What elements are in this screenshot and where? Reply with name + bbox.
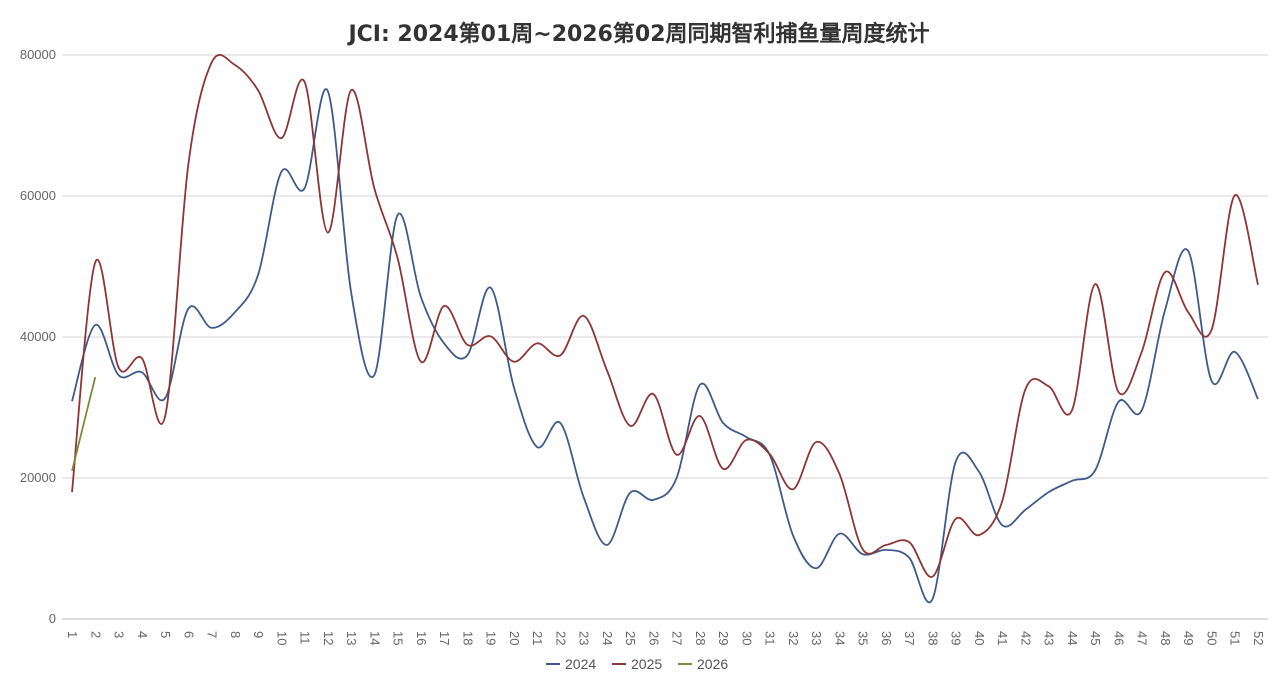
x-tick-label: 45 xyxy=(1088,631,1103,645)
x-tick-label: 36 xyxy=(879,631,894,645)
y-tick-label: 40000 xyxy=(20,329,56,344)
x-tick-label: 35 xyxy=(856,631,871,645)
series-line-2025 xyxy=(71,53,1259,578)
x-tick-label: 10 xyxy=(274,631,289,645)
x-tick-label: 31 xyxy=(763,631,778,645)
x-tick-label: 22 xyxy=(553,631,568,645)
x-tick-label: 42 xyxy=(1018,631,1033,645)
x-tick-label: 19 xyxy=(484,631,499,645)
x-tick-label: 6 xyxy=(181,631,196,638)
x-tick-label: 1 xyxy=(65,631,80,638)
x-tick-label: 9 xyxy=(251,631,266,638)
x-tick-label: 13 xyxy=(344,631,359,645)
x-tick-label: 51 xyxy=(1228,631,1243,645)
legend-label-2026[interactable]: 2026 xyxy=(697,656,728,672)
x-tick-label: 18 xyxy=(460,631,475,645)
x-tick-label: 32 xyxy=(786,631,801,645)
series-line-2026 xyxy=(71,376,97,472)
x-tick-label: 41 xyxy=(995,631,1010,645)
y-tick-label: 20000 xyxy=(20,470,56,485)
x-tick-label: 23 xyxy=(577,631,592,645)
x-tick-label: 44 xyxy=(1065,631,1080,645)
x-tick-label: 47 xyxy=(1135,631,1150,645)
x-tick-label: 49 xyxy=(1181,631,1196,645)
x-tick-label: 46 xyxy=(1111,631,1126,645)
x-tick-label: 2 xyxy=(88,631,103,638)
series-line-2024 xyxy=(71,88,1259,604)
x-tick-label: 52 xyxy=(1251,631,1266,645)
x-tick-label: 11 xyxy=(298,631,313,645)
x-tick-label: 5 xyxy=(158,631,173,638)
x-tick-label: 50 xyxy=(1204,631,1219,645)
x-tick-label: 37 xyxy=(902,631,917,645)
chart-title: JCI: 2024第01周~2026第02周同期智利捕鱼量周度统计 xyxy=(346,21,929,47)
x-tick-label: 15 xyxy=(391,631,406,645)
x-tick-label: 25 xyxy=(623,631,638,645)
x-tick-label: 14 xyxy=(367,631,382,645)
x-tick-label: 29 xyxy=(716,631,731,645)
x-tick-label: 30 xyxy=(739,631,754,645)
y-tick-label: 0 xyxy=(49,611,56,626)
y-tick-label: 60000 xyxy=(20,188,56,203)
x-tick-label: 38 xyxy=(925,631,940,645)
x-tick-label: 28 xyxy=(693,631,708,645)
legend-label-2024[interactable]: 2024 xyxy=(565,656,596,672)
x-tick-label: 33 xyxy=(809,631,824,645)
x-tick-label: 27 xyxy=(670,631,685,645)
x-tick-label: 21 xyxy=(530,631,545,645)
y-tick-label: 80000 xyxy=(20,47,56,62)
x-tick-label: 48 xyxy=(1158,631,1173,645)
x-tick-label: 26 xyxy=(646,631,661,645)
x-tick-label: 34 xyxy=(832,631,847,645)
x-tick-label: 4 xyxy=(135,631,150,638)
x-tick-label: 40 xyxy=(972,631,987,645)
x-tick-label: 8 xyxy=(228,631,243,638)
x-tick-label: 7 xyxy=(205,631,220,638)
x-tick-label: 16 xyxy=(414,631,429,645)
x-tick-label: 43 xyxy=(1042,631,1057,645)
x-tick-label: 3 xyxy=(112,631,127,638)
x-tick-label: 20 xyxy=(507,631,522,645)
x-tick-label: 39 xyxy=(949,631,964,645)
x-tick-label: 12 xyxy=(321,631,336,645)
x-tick-label: 24 xyxy=(600,631,615,645)
legend-label-2025[interactable]: 2025 xyxy=(631,656,662,672)
x-tick-label: 17 xyxy=(437,631,452,645)
